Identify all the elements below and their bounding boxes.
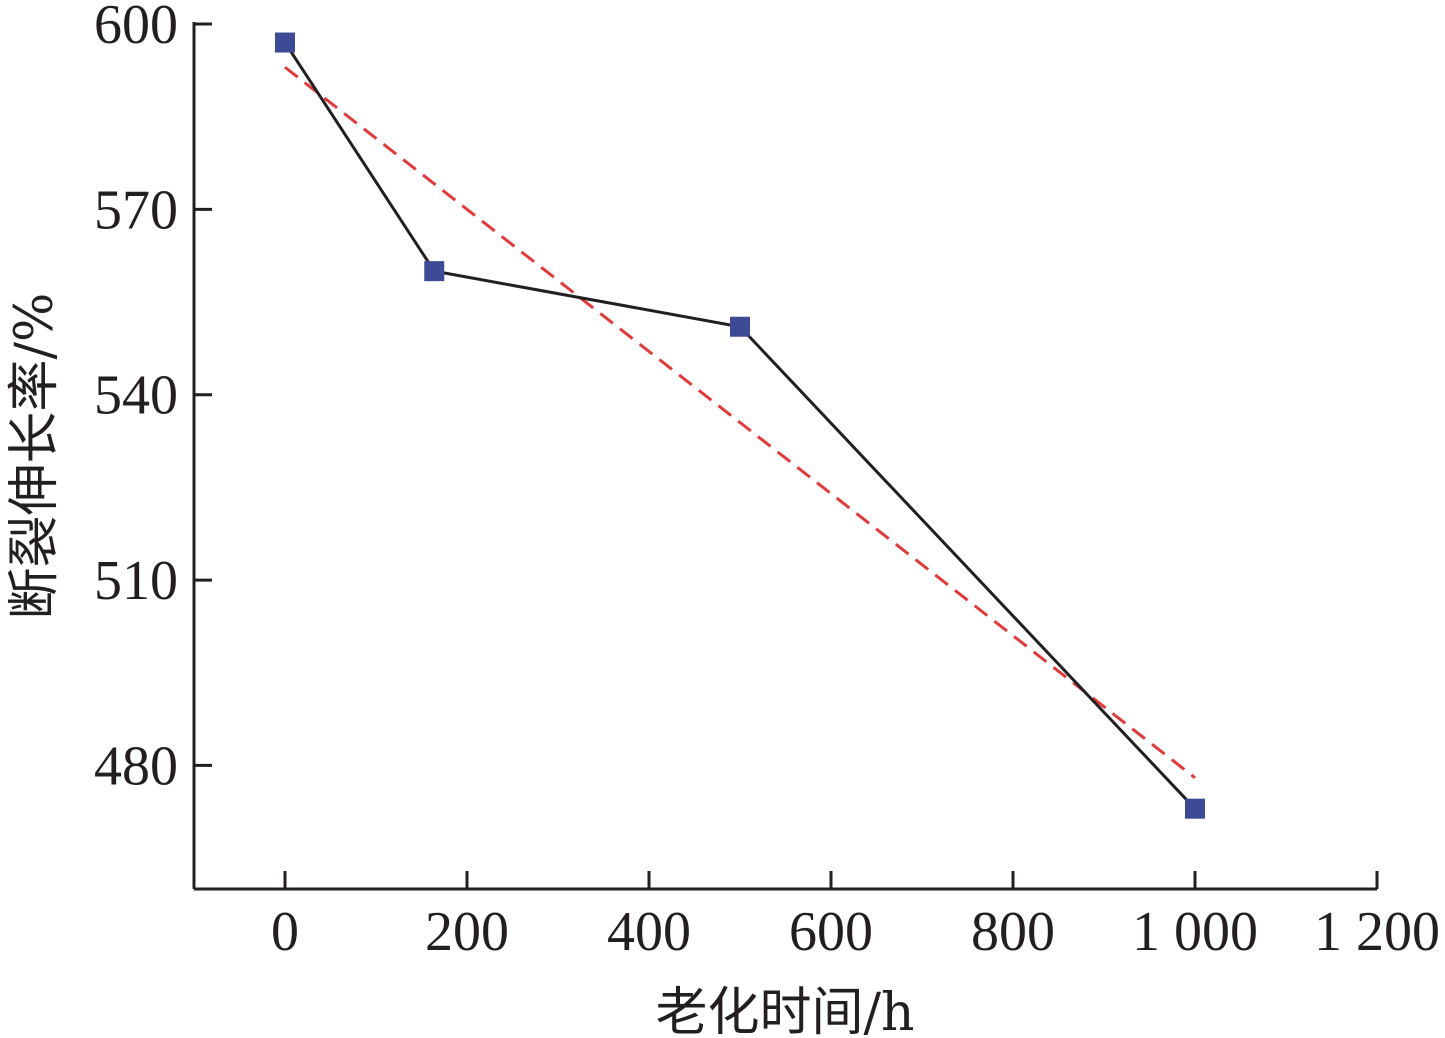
series-layer — [275, 32, 1205, 819]
x-tick-label: 200 — [425, 901, 509, 963]
data-line — [283, 41, 1197, 810]
x-tick-label: 400 — [607, 901, 691, 963]
y-tick-label: 600 — [94, 0, 178, 56]
x-tick-label: 1 200 — [1314, 901, 1440, 963]
y-tick-label: 480 — [94, 735, 178, 797]
x-tick-label: 600 — [789, 901, 873, 963]
x-tick-label: 1 000 — [1132, 901, 1258, 963]
data-point-marker — [730, 316, 750, 337]
x-tick-label: 800 — [971, 901, 1055, 963]
y-tick-label: 510 — [94, 550, 178, 612]
data-point-marker — [424, 261, 445, 282]
x-tick-label: 0 — [271, 901, 299, 963]
data-point-marker — [275, 32, 295, 53]
x-axis-title: 老化时间/h — [655, 983, 914, 1038]
fit-line — [284, 66, 1196, 779]
y-tick-label: 540 — [94, 365, 178, 427]
data-point-marker — [1185, 798, 1205, 819]
axes: 0 200 400 600 800 1 000 1 200 480 510 540 570 600 — [94, 0, 1440, 963]
y-tick-label: 570 — [94, 179, 178, 241]
y-axis-title: 断裂伸长率/% — [5, 293, 65, 620]
